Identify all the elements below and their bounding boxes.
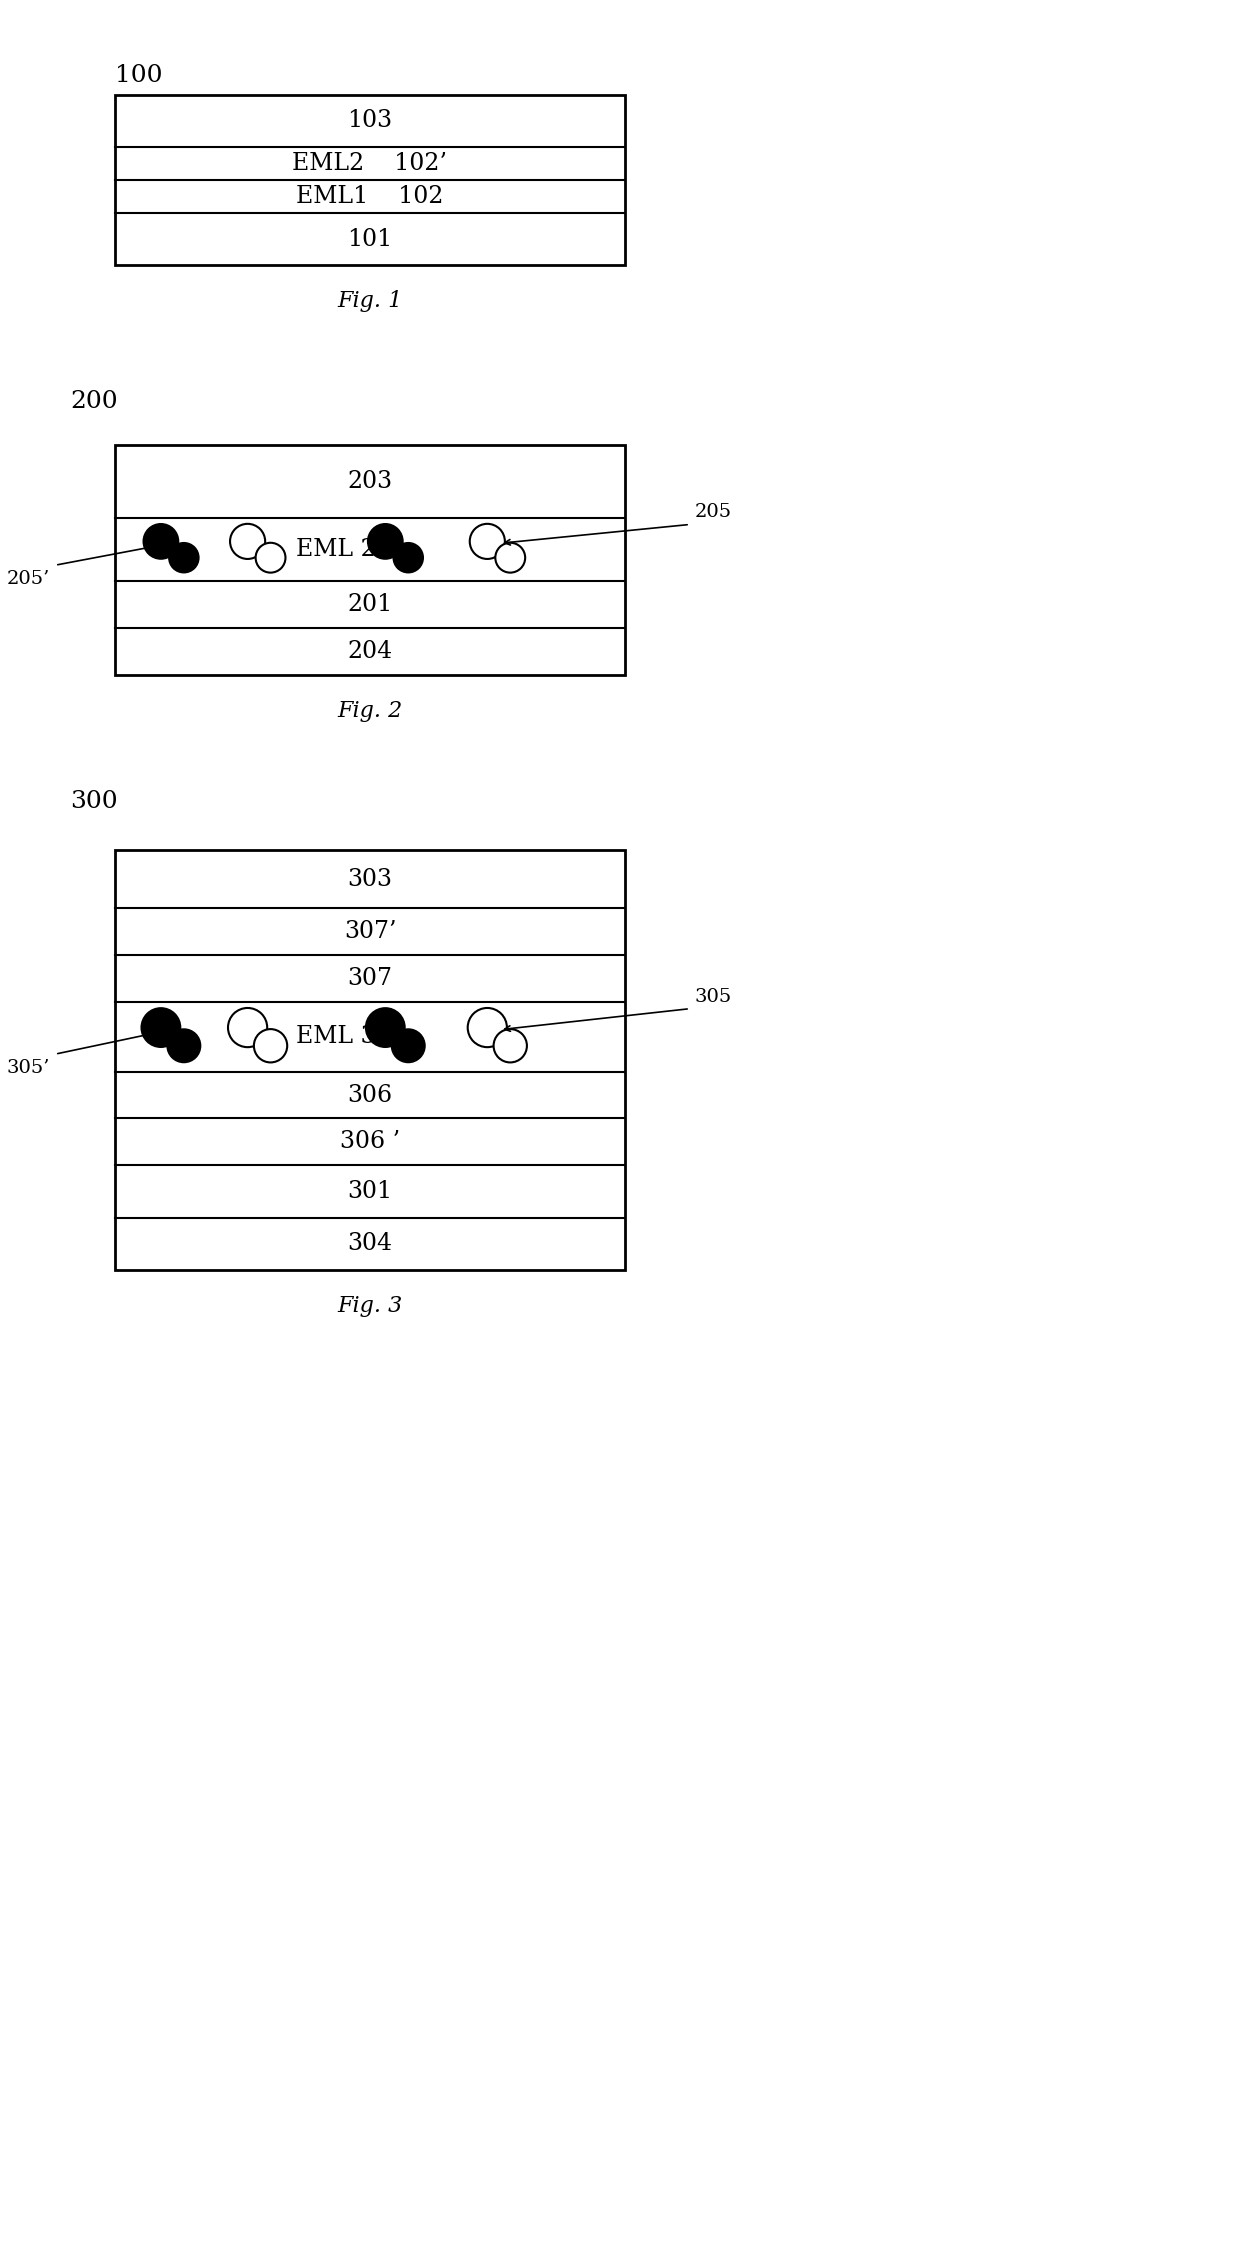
- Text: EML 302: EML 302: [296, 1026, 405, 1048]
- Text: 305’: 305’: [6, 1059, 50, 1077]
- Text: 100: 100: [115, 63, 162, 88]
- Ellipse shape: [393, 542, 423, 573]
- Ellipse shape: [467, 1008, 507, 1048]
- Ellipse shape: [495, 542, 526, 573]
- Text: 301: 301: [347, 1181, 393, 1203]
- Ellipse shape: [494, 1030, 527, 1062]
- Text: 201: 201: [347, 594, 393, 616]
- Text: 300: 300: [69, 789, 118, 812]
- Text: 205: 205: [694, 504, 732, 522]
- Ellipse shape: [255, 542, 285, 573]
- Text: 307’: 307’: [343, 920, 397, 942]
- Text: 204: 204: [347, 641, 393, 663]
- Text: 205’: 205’: [6, 571, 50, 589]
- Text: 103: 103: [347, 110, 393, 133]
- Text: EML1    102: EML1 102: [296, 184, 444, 209]
- Text: Fig. 1: Fig. 1: [337, 290, 403, 313]
- Ellipse shape: [144, 524, 179, 560]
- Bar: [115, 445, 625, 675]
- Ellipse shape: [392, 1030, 425, 1062]
- Ellipse shape: [254, 1030, 288, 1062]
- Text: EML2    102’: EML2 102’: [293, 153, 448, 175]
- Ellipse shape: [141, 1008, 181, 1048]
- Text: 304: 304: [347, 1232, 393, 1255]
- Text: 101: 101: [347, 227, 393, 250]
- Bar: [115, 94, 625, 265]
- Ellipse shape: [470, 524, 505, 560]
- Text: 305: 305: [694, 987, 733, 1005]
- Ellipse shape: [169, 542, 198, 573]
- Bar: [115, 850, 625, 1271]
- Ellipse shape: [368, 524, 403, 560]
- Text: 200: 200: [69, 389, 118, 414]
- Text: Fig. 2: Fig. 2: [337, 699, 403, 722]
- Text: 306: 306: [347, 1084, 393, 1107]
- Ellipse shape: [366, 1008, 405, 1048]
- Text: EML 202: EML 202: [296, 538, 405, 560]
- Text: Fig. 3: Fig. 3: [337, 1295, 403, 1318]
- Ellipse shape: [167, 1030, 201, 1062]
- Ellipse shape: [231, 524, 265, 560]
- Text: 306 ’: 306 ’: [340, 1131, 401, 1154]
- Ellipse shape: [228, 1008, 267, 1048]
- Text: 303: 303: [347, 868, 393, 891]
- Text: 307: 307: [347, 967, 393, 990]
- Text: 203: 203: [347, 470, 393, 493]
